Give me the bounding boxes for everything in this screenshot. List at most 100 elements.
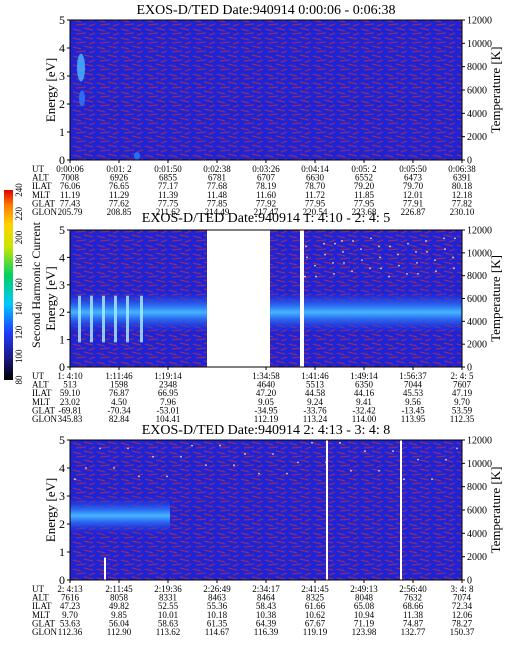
y2-tick-label: 0 (467, 156, 472, 167)
table-cell: 47.23 (60, 601, 81, 611)
y-tick-label: 5 (59, 13, 65, 27)
table-cell: 11.85 (354, 190, 374, 200)
table-cell: 112.35 (450, 414, 475, 424)
colorbar-tick-label: 200 (14, 230, 24, 244)
noise-dot (244, 453, 246, 455)
colorbar-tick-label: 140 (14, 302, 24, 316)
energy-streak (102, 295, 105, 343)
table-cell: 2:49:13 (350, 584, 378, 594)
table-cell: 79.20 (354, 181, 375, 191)
noise-dot (445, 458, 447, 461)
noise-dot (361, 259, 363, 262)
table-cell: 44.58 (305, 388, 326, 398)
table-cell: 6473 (404, 173, 423, 183)
noise-dot (444, 248, 446, 251)
table-row-label: GLON (32, 207, 57, 217)
table-cell: 220.54 (303, 207, 328, 217)
table-cell: 59.10 (60, 388, 81, 398)
table-cell: 0:06:38 (448, 164, 476, 174)
table-cell: 10.94 (354, 610, 375, 620)
noise-dot (233, 464, 235, 467)
y2-axis-label: Temperature [K] (488, 255, 503, 342)
noise-dot (370, 237, 372, 240)
noise-dot (286, 472, 288, 475)
table-cell: 223.68 (352, 207, 377, 217)
table-cell: 208.85 (107, 207, 132, 217)
y2-tick-label: 2000 (467, 132, 487, 143)
table-cell: 74.87 (403, 618, 424, 628)
table-row-label: ALT (32, 380, 49, 390)
energy-streak (104, 557, 106, 580)
table-cell: 2:11:45 (105, 584, 133, 594)
table-cell: 7008 (61, 173, 80, 183)
noise-dot (369, 267, 371, 270)
table-cell: -32.42 (352, 405, 375, 415)
noise-dot (339, 441, 341, 444)
table-cell: 12.18 (452, 190, 473, 200)
table-cell: 114.00 (352, 414, 377, 424)
table-cell: 77.43 (60, 198, 81, 208)
table-cell: 1:19:14 (154, 371, 182, 381)
table-cell: 61.35 (207, 618, 228, 628)
noise-dot (258, 472, 260, 475)
y2-tick-label: 12000 (467, 226, 492, 237)
noise-dot (415, 251, 417, 253)
noise-dot (314, 264, 316, 267)
y2-axis-label: Temperature [K] (488, 467, 503, 554)
table-cell: 123.98 (352, 627, 377, 637)
table-cell: 77.62 (109, 198, 129, 208)
noise-dot (417, 458, 419, 461)
table-cell: 113.24 (303, 414, 328, 424)
table-cell: 6391 (453, 173, 471, 183)
noise-dot (379, 256, 381, 259)
table-cell: 6552 (355, 173, 373, 183)
table-cell: 7607 (453, 380, 472, 390)
energy-streak (114, 295, 117, 343)
table-cell: 1:41:46 (301, 371, 329, 381)
noise-dot (99, 447, 101, 450)
noise-dot (351, 270, 353, 272)
y-tick-label: 4 (59, 461, 65, 475)
table-cell: 1:49:14 (350, 371, 378, 381)
table-cell: 1:56:37 (399, 371, 427, 381)
noise-dot (205, 464, 207, 467)
noise-dot (219, 444, 221, 447)
table-cell: 0:05:50 (399, 164, 427, 174)
noise-dot (306, 256, 308, 259)
y2-tick-label: 8000 (467, 271, 487, 282)
table-cell: 2:41:45 (301, 584, 329, 594)
data-gap (300, 230, 304, 367)
y-tick-label: 0 (59, 573, 65, 587)
table-cell: 8048 (355, 593, 374, 603)
table-cell: 64.39 (256, 618, 277, 628)
table-cell: 56.04 (109, 618, 130, 628)
noise-dot (350, 469, 352, 472)
noise-dot (378, 245, 380, 248)
table-cell: -53.01 (156, 405, 179, 415)
table-cell: 78.27 (452, 618, 473, 628)
noise-dot (406, 272, 408, 275)
table-cell: -33.76 (303, 405, 327, 415)
table-cell: 6350 (355, 380, 374, 390)
table-cell: 0:01: 2 (106, 164, 131, 174)
spectrogram-panel-3: EXOS-D/TED Date:940914 2: 4:13 - 3: 4: 8… (32, 423, 503, 637)
table-cell: 80.18 (452, 181, 473, 191)
y2-tick-label: 2000 (467, 552, 487, 563)
table-cell: 112.36 (58, 627, 83, 637)
table-cell: 0:03:26 (252, 164, 280, 174)
table-cell: 0:05: 2 (351, 164, 376, 174)
panel-title: EXOS-D/TED Date:940914 2: 4:13 - 3: 4: 8 (142, 423, 390, 438)
table-cell: 6926 (110, 173, 129, 183)
table-cell: 11.60 (256, 190, 276, 200)
energy-feature (79, 90, 85, 107)
table-cell: 58.63 (158, 618, 179, 628)
table-cell: 112.90 (107, 627, 132, 637)
table-cell: 217.47 (254, 207, 279, 217)
table-cell: 230.10 (450, 207, 475, 217)
noise-dot (74, 478, 76, 481)
table-cell: 113.62 (156, 627, 180, 637)
table-cell: 114.67 (205, 627, 230, 637)
energy-feature (77, 53, 85, 82)
noise-dot (166, 475, 168, 478)
